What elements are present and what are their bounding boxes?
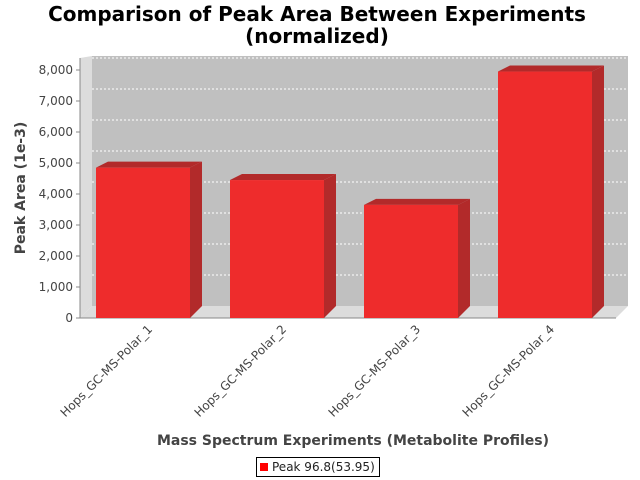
bar xyxy=(96,167,190,318)
chart-title-line-1: Comparison of Peak Area Between Experime… xyxy=(48,2,586,26)
y-axis-title: Peak Area (1e-3) xyxy=(13,122,29,255)
bar-top xyxy=(498,65,604,72)
y-tick-label: 3,000 xyxy=(39,218,73,232)
legend: Peak 96.8(53.95) xyxy=(256,457,380,477)
chart-title-line-2: (normalized) xyxy=(245,24,389,48)
bar xyxy=(230,180,324,318)
y-tick-label: 0 xyxy=(65,311,73,325)
x-tick-label: Hops_GC-MS-Polar_3 xyxy=(326,322,424,420)
x-axis-title: Mass Spectrum Experiments (Metabolite Pr… xyxy=(157,433,549,449)
plot-floor xyxy=(80,306,628,318)
y-tick-label: 2,000 xyxy=(39,249,73,263)
bar-side xyxy=(458,198,470,318)
bar xyxy=(364,204,458,318)
bar-side xyxy=(592,65,604,318)
y-tick-label: 8,000 xyxy=(39,63,73,77)
bar-top xyxy=(364,198,470,205)
bar-side xyxy=(190,161,202,318)
y-tick-label: 5,000 xyxy=(39,156,73,170)
legend-swatch xyxy=(260,463,268,471)
bar-side xyxy=(324,174,336,318)
plot-area: 0 1,000 2,000 3,000 4,000 5,000 6,000 7,000 8,00… xyxy=(39,56,628,420)
bar xyxy=(498,71,592,318)
bar-top xyxy=(230,174,336,181)
x-tick-label: Hops_GC-MS-Polar_1 xyxy=(58,322,156,420)
x-tick-label: Hops_GC-MS-Polar_2 xyxy=(192,322,290,420)
y-tick-label: 4,000 xyxy=(39,187,73,201)
y-tick-label: 7,000 xyxy=(39,94,73,108)
plot-left-wall xyxy=(80,56,92,318)
x-tick-label: Hops_GC-MS-Polar_4 xyxy=(460,322,558,420)
legend-label: Peak 96.8(53.95) xyxy=(272,460,375,474)
y-tick-label: 6,000 xyxy=(39,125,73,139)
bar-top xyxy=(96,161,202,168)
y-tick-label: 1,000 xyxy=(39,280,73,294)
